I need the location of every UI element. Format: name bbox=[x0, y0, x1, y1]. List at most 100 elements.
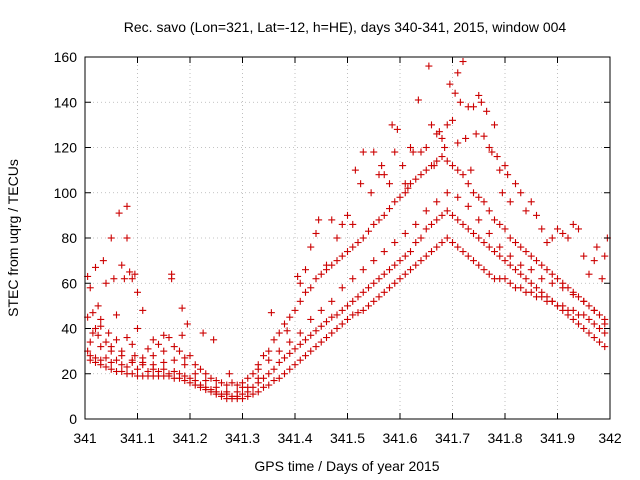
data-point bbox=[414, 96, 422, 104]
data-point bbox=[323, 318, 330, 326]
data-point bbox=[378, 162, 386, 170]
data-point bbox=[191, 370, 199, 378]
data-point bbox=[265, 370, 273, 378]
data-point bbox=[454, 166, 462, 174]
data-point bbox=[404, 184, 412, 192]
data-point bbox=[265, 356, 273, 364]
data-point bbox=[86, 284, 94, 292]
data-point bbox=[118, 352, 126, 360]
data-point bbox=[260, 374, 267, 382]
data-point bbox=[504, 171, 512, 179]
data-point bbox=[475, 91, 483, 99]
data-point bbox=[380, 270, 388, 278]
data-point bbox=[596, 338, 603, 346]
data-point bbox=[181, 354, 189, 362]
data-point bbox=[338, 320, 346, 328]
data-point bbox=[580, 311, 588, 319]
data-point bbox=[559, 302, 567, 310]
data-point bbox=[302, 352, 309, 360]
data-point bbox=[470, 189, 477, 197]
data-point bbox=[559, 229, 567, 237]
data-point bbox=[477, 98, 485, 106]
data-point bbox=[307, 331, 315, 339]
data-point bbox=[134, 288, 141, 296]
data-point bbox=[307, 243, 315, 251]
data-point bbox=[239, 395, 246, 403]
data-point bbox=[543, 239, 551, 247]
data-point bbox=[417, 148, 425, 156]
x-tick-label: 341.1 bbox=[120, 430, 155, 446]
y-tick-label: 40 bbox=[61, 321, 77, 337]
data-point bbox=[207, 388, 215, 396]
data-points bbox=[84, 58, 611, 403]
x-tick-label: 341.4 bbox=[277, 430, 312, 446]
data-point bbox=[349, 297, 357, 305]
data-point bbox=[344, 248, 351, 256]
data-point bbox=[244, 383, 252, 391]
data-point bbox=[333, 325, 341, 332]
data-point bbox=[328, 261, 336, 269]
data-point bbox=[115, 209, 123, 217]
data-point bbox=[480, 132, 488, 140]
data-point bbox=[451, 89, 459, 97]
data-point bbox=[113, 356, 120, 364]
data-point bbox=[139, 306, 147, 314]
data-point bbox=[155, 340, 162, 348]
data-point bbox=[197, 383, 204, 391]
data-point bbox=[496, 252, 504, 260]
data-point bbox=[359, 234, 367, 242]
data-point bbox=[102, 354, 110, 362]
data-point bbox=[590, 257, 598, 265]
data-point bbox=[470, 103, 477, 111]
data-point bbox=[380, 288, 388, 296]
data-point bbox=[160, 347, 168, 355]
data-point bbox=[102, 279, 110, 287]
data-point bbox=[464, 202, 472, 210]
data-point bbox=[485, 144, 493, 151]
data-point bbox=[517, 284, 525, 292]
data-point bbox=[569, 291, 577, 299]
data-point bbox=[527, 288, 535, 296]
data-point bbox=[281, 320, 288, 328]
data-point bbox=[501, 162, 509, 170]
data-point bbox=[443, 234, 451, 242]
data-point bbox=[375, 275, 383, 283]
data-point bbox=[401, 270, 409, 278]
data-point bbox=[110, 275, 118, 283]
data-point bbox=[338, 252, 346, 260]
data-point bbox=[349, 275, 357, 283]
data-point bbox=[459, 220, 467, 228]
data-point bbox=[307, 284, 315, 292]
x-axis-label: GPS time / Days of year 2015 bbox=[254, 458, 439, 474]
data-point bbox=[165, 372, 173, 380]
data-point bbox=[312, 343, 320, 351]
data-point bbox=[94, 302, 102, 310]
data-point bbox=[425, 62, 433, 70]
data-point bbox=[170, 367, 178, 375]
data-point bbox=[291, 345, 299, 353]
data-point bbox=[223, 388, 231, 396]
data-point bbox=[422, 166, 430, 174]
data-point bbox=[317, 306, 325, 314]
data-point bbox=[160, 365, 168, 373]
data-point bbox=[475, 234, 483, 242]
data-point bbox=[128, 340, 136, 348]
data-point bbox=[438, 134, 446, 142]
data-point bbox=[475, 193, 483, 201]
data-point bbox=[501, 225, 509, 233]
data-point bbox=[485, 243, 493, 251]
data-point bbox=[333, 234, 341, 242]
data-point bbox=[107, 358, 115, 366]
x-tick-label: 341.3 bbox=[225, 430, 260, 446]
data-point bbox=[344, 211, 351, 219]
data-point bbox=[380, 211, 388, 219]
data-point bbox=[470, 229, 477, 237]
data-point bbox=[294, 272, 302, 280]
data-point bbox=[422, 207, 430, 215]
data-point bbox=[454, 193, 462, 201]
data-point bbox=[186, 352, 194, 360]
data-point bbox=[149, 336, 157, 344]
data-point bbox=[422, 252, 430, 260]
data-point bbox=[223, 381, 231, 389]
